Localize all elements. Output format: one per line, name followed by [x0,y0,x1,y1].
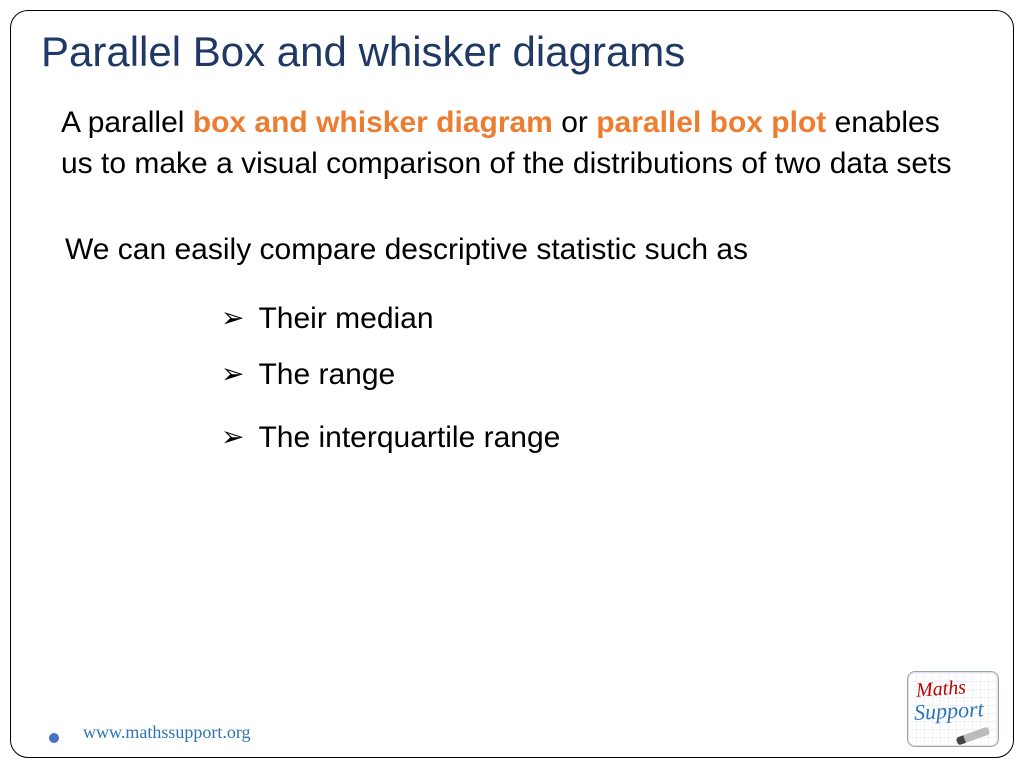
slide-frame: Parallel Box and whisker diagrams A para… [10,10,1014,758]
pen-icon [956,726,991,745]
bullet-label: The range [258,355,395,396]
footer-url: www.mathssupport.org [83,722,251,743]
bullet-arrow-icon: ➢ [221,301,244,335]
slide-body: A parallel box and whisker diagram or pa… [41,103,983,458]
bullet-item: ➢ Their median [221,299,973,340]
bullet-label: The interquartile range [258,418,560,459]
p1-text-b: or [553,106,596,139]
paragraph-2: We can easily compare descriptive statis… [61,230,973,271]
p1-highlight-1: box and whisker diagram [193,106,553,139]
bullet-label: Their median [258,299,433,340]
mathssupport-logo: Maths Support [907,671,999,747]
paragraph-1: A parallel box and whisker diagram or pa… [61,103,973,184]
slide-title: Parallel Box and whisker diagrams [41,29,983,75]
logo-text-2: Support [913,696,984,726]
footer-bullet-icon [49,733,59,743]
bullet-item: ➢ The interquartile range [221,418,973,459]
p1-text-a: A parallel [61,106,193,139]
bullet-item: ➢ The range [221,355,973,396]
bullet-arrow-icon: ➢ [221,420,244,454]
bullet-arrow-icon: ➢ [221,357,244,391]
p1-highlight-2: parallel box plot [596,106,826,139]
bullet-list: ➢ Their median ➢ The range ➢ The interqu… [61,299,973,459]
